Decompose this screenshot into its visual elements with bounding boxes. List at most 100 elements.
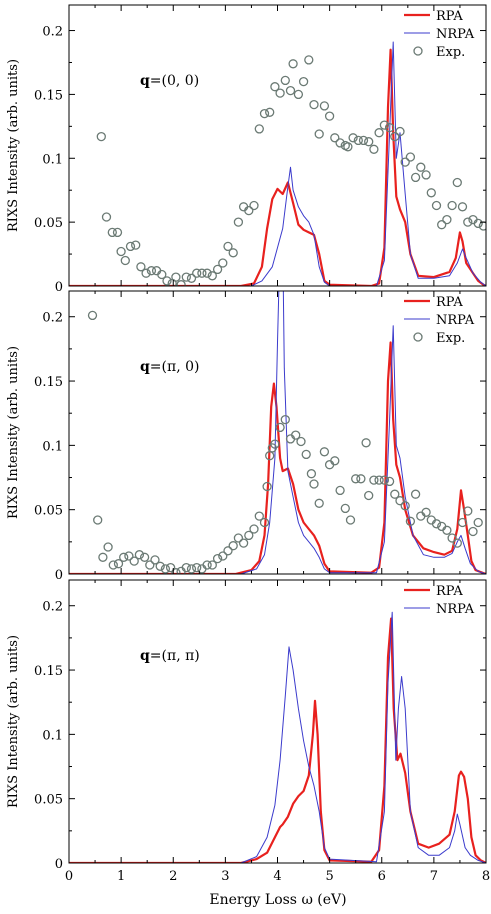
exp-data-point xyxy=(400,501,410,511)
panel-qpipi: 0 0.05 0.1 0.15 0.2 RIXS Intensity (arb. unit… xyxy=(6,579,487,872)
exp-data-point xyxy=(348,133,358,143)
legend-label: Exp. xyxy=(436,331,465,346)
exp-data-point xyxy=(186,273,197,283)
exp-data-point xyxy=(223,241,233,252)
exp-data-point xyxy=(405,152,416,162)
x-tick-label: 6 xyxy=(378,869,386,884)
legend: RPA NRPA xyxy=(404,584,475,617)
exp-data-point xyxy=(351,474,361,484)
exp-data-point xyxy=(131,240,141,250)
exp-data-point xyxy=(463,217,473,227)
legend-entry: NRPA xyxy=(404,602,475,617)
exp-data-point xyxy=(468,526,478,537)
exp-data-point xyxy=(146,266,157,276)
legend: RPA NRPA Exp. xyxy=(404,9,475,60)
series-line-nrpa xyxy=(69,611,486,863)
x-tick-labels: 0 1 2 3 4 5 6 7 8 xyxy=(65,869,490,884)
legend-entry: Exp. xyxy=(413,45,465,60)
exp-data-point xyxy=(447,533,457,543)
legend-entry: RPA xyxy=(404,584,463,599)
exp-data-point xyxy=(275,422,285,433)
exp-data-point xyxy=(374,128,384,138)
legend-marker xyxy=(413,46,423,56)
exp-data-point xyxy=(192,268,202,278)
exp-data-point xyxy=(442,525,452,535)
exp-data-point xyxy=(473,517,483,528)
exp-data-point xyxy=(141,268,151,278)
x-tick-label: 2 xyxy=(169,869,177,884)
exp-data-point xyxy=(410,489,421,499)
exp-data-point xyxy=(314,129,324,139)
exp-data-point xyxy=(431,200,442,211)
exp-data-point xyxy=(160,564,171,574)
exp-data-point xyxy=(207,271,217,281)
exp-data-point xyxy=(314,498,324,508)
exp-data-point xyxy=(405,516,416,526)
exp-data-point xyxy=(280,414,290,425)
y-tick-label: 0.15 xyxy=(34,664,63,679)
y-tick-label: 0.1 xyxy=(42,152,63,167)
exp-data-point xyxy=(335,138,345,148)
exp-data-point xyxy=(176,280,186,286)
exp-data-point xyxy=(265,107,275,117)
legend-entry: RPA xyxy=(404,295,463,310)
exp-data-point xyxy=(134,550,145,560)
exp-data-point xyxy=(202,560,212,570)
exp-data-point xyxy=(400,157,410,167)
exp-data-point xyxy=(259,517,270,528)
exp-data-point xyxy=(330,133,340,143)
exp-data-point xyxy=(228,541,238,551)
series-line-rpa xyxy=(69,48,486,286)
exp-data-point xyxy=(112,227,123,238)
exp-data-point xyxy=(107,227,117,238)
x-tick-label: 4 xyxy=(273,869,281,884)
legend-entry: NRPA xyxy=(404,313,475,328)
exp-data-point xyxy=(171,272,181,282)
exp-data-point xyxy=(361,438,371,448)
y-tick-label: 0.2 xyxy=(42,311,63,326)
exp-data-point xyxy=(275,88,285,98)
exp-data-point xyxy=(192,562,202,573)
exp-data-point xyxy=(309,99,319,110)
exp-data-point xyxy=(259,108,270,119)
exp-data-point xyxy=(171,568,181,574)
exp-data-point xyxy=(181,272,191,282)
exp-data-point xyxy=(87,310,98,321)
series-line-rpa xyxy=(69,617,486,863)
exp-data-point xyxy=(463,506,473,516)
exp-data-point xyxy=(162,276,172,286)
exp-data-point xyxy=(296,436,306,447)
series-line-nrpa xyxy=(69,41,486,286)
exp-data-point xyxy=(93,515,103,525)
exp-data-point xyxy=(288,59,298,69)
exp-data-point xyxy=(426,188,436,198)
exp-data-point xyxy=(113,559,124,569)
exp-data-point xyxy=(301,449,311,460)
exp-data-point xyxy=(124,551,134,561)
y-axis-label: RIXS Intensity (arb. units) xyxy=(6,59,21,232)
exp-data-point xyxy=(119,552,129,562)
exp-data-point xyxy=(233,217,244,227)
exp-data-point xyxy=(218,258,228,268)
plot-area xyxy=(69,291,486,574)
exp-data-point xyxy=(270,439,280,449)
exp-data-point xyxy=(452,538,462,548)
exp-data-point xyxy=(340,503,350,514)
exp-data-point xyxy=(181,562,191,573)
exp-data-point xyxy=(254,511,264,521)
exp-data-point xyxy=(218,551,228,561)
legend-label: NRPA xyxy=(436,27,475,42)
legend-label: RPA xyxy=(436,9,463,24)
plot-frame xyxy=(68,579,487,864)
exp-data-point xyxy=(473,218,483,229)
exp-data-point xyxy=(155,561,165,571)
legend-label: RPA xyxy=(436,584,463,599)
y-tick-label: 0.2 xyxy=(42,25,63,40)
exp-data-point xyxy=(186,564,197,574)
exp-data-point xyxy=(233,533,244,543)
exp-data-point xyxy=(319,447,330,457)
exp-data-point xyxy=(197,268,207,278)
exp-data-point xyxy=(379,120,390,130)
exp-data-point xyxy=(238,538,249,548)
exp-data-point xyxy=(298,76,309,87)
